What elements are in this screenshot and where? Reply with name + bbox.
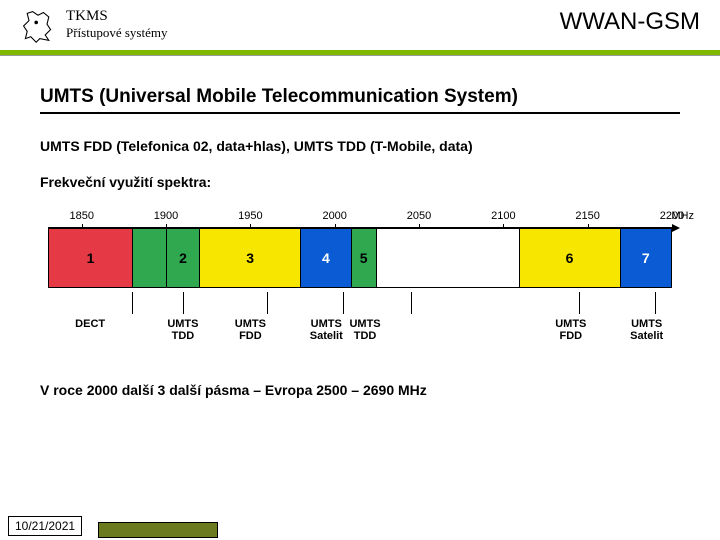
spectrum-band: 5 [352, 229, 377, 287]
header-left: TKMS Přístupové systémy [66, 8, 167, 41]
spectrum-band: 3 [200, 229, 301, 287]
olive-bar [98, 522, 218, 538]
date-box: 10/21/2021 [8, 516, 82, 536]
spectrum-labels: DECTUMTSTDDUMTSFDDUMTSSatelitUMTSTDDUMTS… [48, 292, 672, 352]
axis-tick: 2200 [660, 210, 684, 222]
spectrum-band: 6 [520, 229, 621, 287]
label-connector [183, 292, 184, 314]
lion-logo-icon [20, 8, 56, 44]
spectrum-band [377, 229, 520, 287]
band-label: UMTSTDD [349, 318, 380, 342]
text-line-2: Frekveční využití spektra: [40, 174, 680, 190]
spectrum-chart: MHz 18501900195020002050210021502200 123… [40, 210, 680, 352]
axis-tick: 1950 [238, 210, 262, 222]
label-connector [579, 292, 580, 314]
text-line-3: V roce 2000 další 3 další pásma – Evropa… [40, 382, 680, 398]
header: TKMS Přístupové systémy WWAN-GSM [0, 0, 720, 44]
org-name: TKMS [66, 8, 167, 25]
content: UMTS (Universal Mobile Telecommunication… [0, 56, 720, 398]
label-connector [132, 292, 133, 314]
spectrum-axis: MHz 18501900195020002050210021502200 [48, 210, 672, 228]
label-connector [411, 292, 412, 314]
axis-tick: 2100 [491, 210, 515, 222]
band-label: UMTSSatelit [310, 318, 343, 342]
header-right: WWAN-GSM [560, 8, 700, 36]
label-connector [343, 292, 344, 314]
band-label: DECT [75, 318, 105, 330]
spectrum-band [133, 229, 167, 287]
band-label: UMTSFDD [555, 318, 586, 342]
text-line-1: UMTS FDD (Telefonica 02, data+hlas), UMT… [40, 138, 680, 154]
org-subtitle: Přístupové systémy [66, 25, 167, 41]
spectrum-band: 4 [301, 229, 351, 287]
page-title: UMTS (Universal Mobile Telecommunication… [40, 86, 680, 114]
spectrum-band: 1 [49, 229, 133, 287]
axis-tick: 2150 [575, 210, 599, 222]
arrow-icon [672, 224, 680, 232]
band-label: UMTSTDD [167, 318, 198, 342]
spectrum-band: 2 [167, 229, 201, 287]
band-label: UMTSFDD [235, 318, 266, 342]
axis-tick: 1900 [154, 210, 178, 222]
spectrum-band: 7 [621, 229, 671, 287]
spectrum-bands: 12345 67 [48, 228, 672, 288]
axis-tick: 2000 [322, 210, 346, 222]
band-label: UMTSSatelit [630, 318, 663, 342]
label-connector [267, 292, 268, 314]
axis-tick: 2050 [407, 210, 431, 222]
label-connector [655, 292, 656, 314]
axis-tick: 1850 [69, 210, 93, 222]
